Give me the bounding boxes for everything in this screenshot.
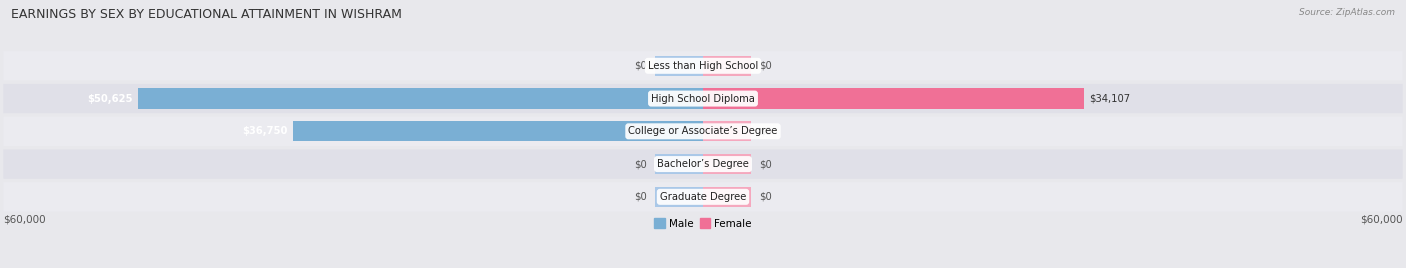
Bar (703, 56, 751, 76)
Text: College or Associate’s Degree: College or Associate’s Degree (628, 126, 778, 136)
Bar (292, 121, 703, 142)
Text: $34,107: $34,107 (1088, 94, 1130, 103)
Text: $60,000: $60,000 (3, 215, 46, 225)
Text: $0: $0 (634, 61, 647, 71)
Legend: Male, Female: Male, Female (654, 218, 752, 229)
Bar (655, 187, 703, 207)
Bar (703, 154, 751, 174)
Text: $0: $0 (759, 192, 772, 202)
Text: $36,750: $36,750 (242, 126, 288, 136)
Text: Less than High School: Less than High School (648, 61, 758, 71)
Text: $60,000: $60,000 (1360, 215, 1403, 225)
FancyBboxPatch shape (3, 182, 1403, 211)
Bar (138, 88, 703, 109)
Bar (703, 88, 1084, 109)
Text: Bachelor’s Degree: Bachelor’s Degree (657, 159, 749, 169)
Text: $0: $0 (759, 126, 772, 136)
FancyBboxPatch shape (3, 149, 1403, 179)
Bar (655, 154, 703, 174)
Text: $0: $0 (759, 61, 772, 71)
Text: $0: $0 (634, 159, 647, 169)
Bar (655, 56, 703, 76)
FancyBboxPatch shape (3, 51, 1403, 80)
Bar (703, 187, 751, 207)
Text: EARNINGS BY SEX BY EDUCATIONAL ATTAINMENT IN WISHRAM: EARNINGS BY SEX BY EDUCATIONAL ATTAINMEN… (11, 8, 402, 21)
FancyBboxPatch shape (3, 117, 1403, 146)
FancyBboxPatch shape (3, 84, 1403, 113)
Text: $0: $0 (634, 192, 647, 202)
Text: $0: $0 (759, 159, 772, 169)
Text: Source: ZipAtlas.com: Source: ZipAtlas.com (1299, 8, 1395, 17)
Text: Graduate Degree: Graduate Degree (659, 192, 747, 202)
Bar (703, 121, 751, 142)
Text: High School Diploma: High School Diploma (651, 94, 755, 103)
Text: $50,625: $50,625 (87, 94, 132, 103)
